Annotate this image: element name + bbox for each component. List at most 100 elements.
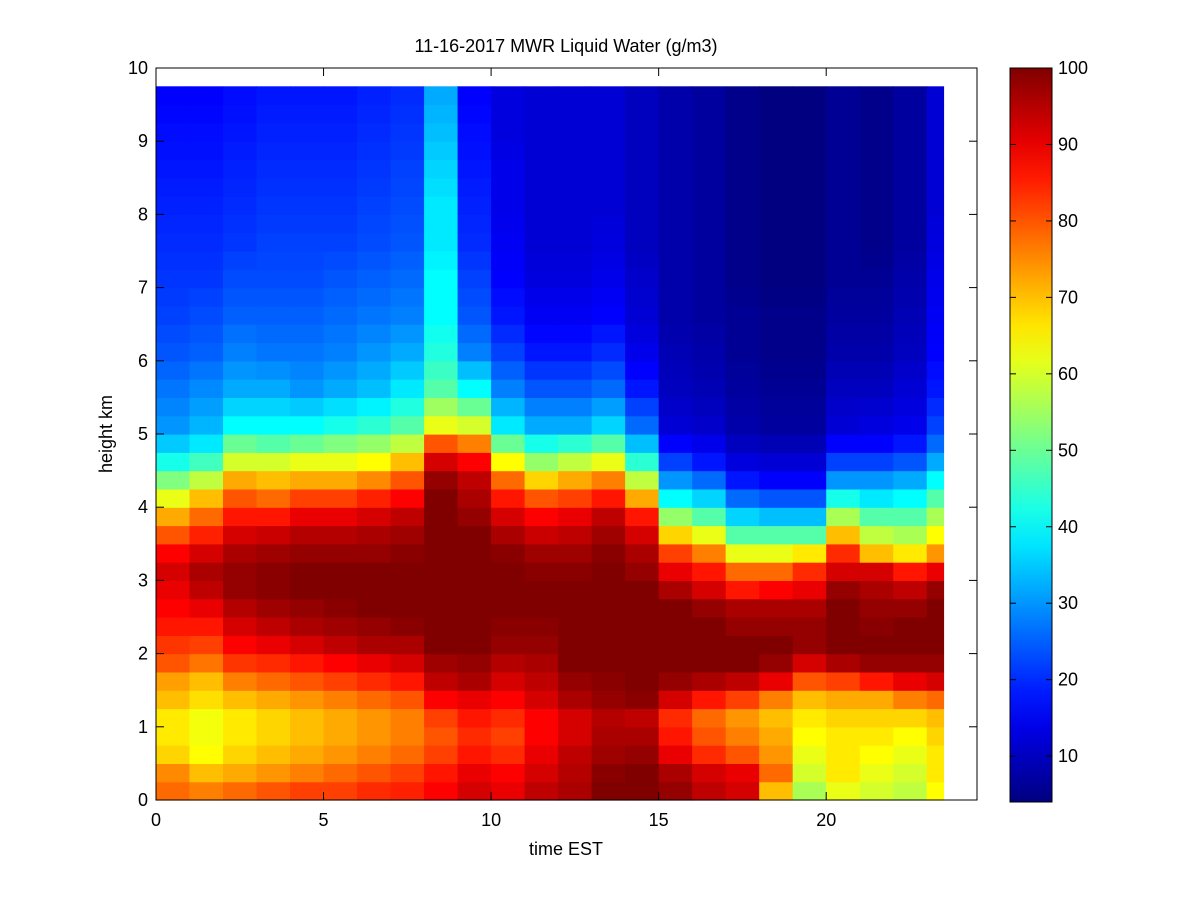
heatmap-cell [491,360,526,380]
heatmap-cell [826,543,861,563]
heatmap-cell [290,177,325,197]
heatmap-cell [189,141,224,161]
heatmap-cell [323,251,358,270]
heatmap-cell [290,232,325,252]
heatmap-cell [457,269,492,289]
heatmap-cell [859,671,894,691]
heatmap-cell [558,745,593,764]
heatmap-cell [658,415,693,435]
heatmap-cell [357,196,392,215]
heatmap-cell [759,580,794,600]
heatmap-cell [893,379,928,398]
heatmap-cell [524,177,559,197]
heatmap-cell [323,763,358,783]
heatmap-cell [457,745,492,764]
y-tick-label: 10 [128,58,148,78]
heatmap-cell [725,617,760,636]
heatmap-cell [524,104,559,124]
heatmap-cell [256,360,291,380]
colorbar-tick-label: 70 [1058,287,1078,307]
heatmap-cell [290,763,325,783]
heatmap-cell [156,379,191,398]
heatmap-cell [256,232,291,252]
heatmap-cell [893,415,928,435]
heatmap-cell [893,653,928,673]
heatmap-cell [826,488,861,508]
heatmap-cell [926,342,945,362]
heatmap-cell [792,360,827,380]
heatmap-cell [591,415,626,435]
heatmap-cell [323,452,358,472]
heatmap-cell [390,580,425,600]
heatmap-cell [759,525,794,545]
heatmap-cell [792,726,827,746]
heatmap-cell [692,690,727,710]
heatmap-cell [859,342,894,362]
heatmap-cell [792,507,827,527]
heatmap-cell [223,232,258,252]
chart-title: 11-16-2017 MWR Liquid Water (g/m3) [414,36,717,56]
heatmap-cell [323,159,358,179]
heatmap-cell [591,452,626,472]
heatmap-cell [189,177,224,197]
heatmap-cell [223,287,258,307]
heatmap-cell [759,287,794,307]
heatmap-cell [859,86,894,106]
heatmap-cell [156,141,191,161]
heatmap-cell [390,708,425,728]
heatmap-cell [692,379,727,398]
heatmap-cell [792,580,827,600]
heatmap-cell [792,379,827,398]
heatmap-cell [357,86,392,106]
heatmap-cell [424,781,459,801]
heatmap-cell [524,324,559,344]
heatmap-cell [491,653,526,673]
colorbar-tick-label: 50 [1058,440,1078,460]
heatmap-cell [826,196,861,215]
heatmap-cell [625,379,660,398]
heatmap-cell [591,562,626,581]
heatmap-cell [692,232,727,252]
heatmap-cell [189,781,224,801]
heatmap-cell [859,415,894,435]
heatmap-cell [625,177,660,197]
heatmap-cell [223,690,258,710]
heatmap-cell [792,781,827,801]
heatmap-cell [491,562,526,581]
heatmap-cell [290,617,325,636]
heatmap-cell [926,726,945,746]
heatmap-cell [357,324,392,344]
heatmap-cell [759,379,794,398]
colorbar-tick-label: 40 [1058,517,1078,537]
heatmap-cell [826,305,861,325]
heatmap-cell [457,177,492,197]
heatmap-cell [189,342,224,362]
heatmap-cell [524,525,559,545]
heatmap-cell [625,617,660,636]
heatmap-cell [223,342,258,362]
heatmap-cell [390,397,425,417]
heatmap-cell [223,305,258,325]
heatmap-cell [357,232,392,252]
heatmap-cell [893,525,928,545]
heatmap-cell [893,488,928,508]
heatmap-cell [759,690,794,710]
heatmap-cell [256,745,291,764]
heatmap-cell [491,232,526,252]
heatmap-cell [223,122,258,142]
heatmap-cell [926,141,945,161]
heatmap-cell [625,360,660,380]
colorbar: 10 20 30 40 50 60 70 80 90 100 [1009,58,1088,803]
heatmap-cell [591,690,626,710]
heatmap-cell [189,617,224,636]
heatmap-cell [491,177,526,197]
heatmap-cell [658,726,693,746]
heatmap-cell [692,671,727,691]
heatmap-cell [491,379,526,398]
heatmap-cell [926,397,945,417]
heatmap-cell [323,580,358,600]
heatmap-cell [658,708,693,728]
heatmap-cell [692,470,727,490]
heatmap-cell [591,214,626,234]
y-axis-ticks: 0 1 2 3 4 5 6 7 8 9 10 [128,58,977,810]
